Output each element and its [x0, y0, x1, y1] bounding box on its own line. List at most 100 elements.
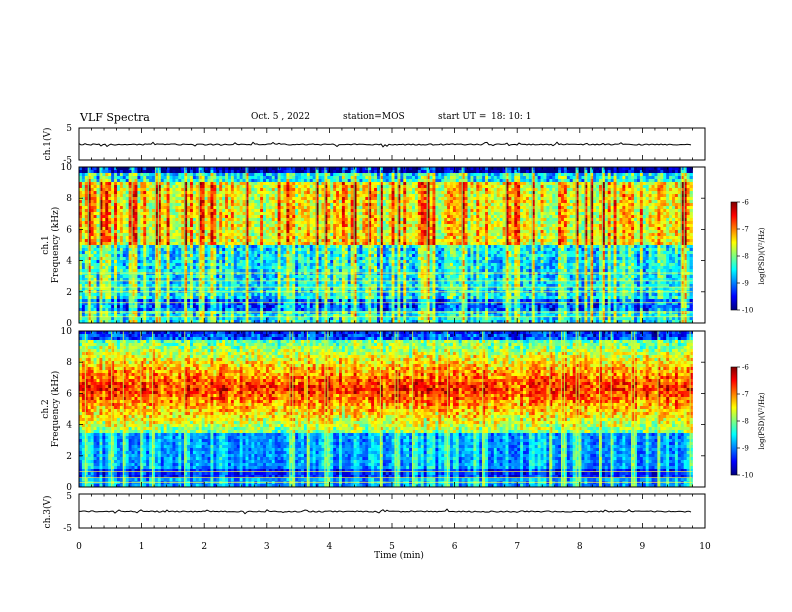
spectrogram-cell [135, 305, 138, 308]
spectrogram-cell [105, 272, 108, 275]
spectrogram-cell [146, 173, 149, 176]
spectrogram-cell [120, 242, 123, 245]
spectrogram-cell [82, 167, 85, 170]
waveform-line [79, 142, 691, 147]
spectrogram-cell [105, 236, 108, 239]
spectrogram-cell [120, 206, 123, 209]
spectrogram-cell [135, 197, 138, 200]
spectrogram-cell [137, 272, 140, 275]
spectrogram-cell [120, 215, 123, 218]
spectrogram-cell [170, 203, 173, 206]
spectrogram-cell [140, 227, 143, 230]
spectrogram-cell [143, 236, 146, 239]
spectrogram-cell [91, 203, 94, 206]
spectrogram-cell [105, 230, 108, 233]
spectrogram-cell [170, 239, 173, 242]
spectrogram-cell [120, 212, 123, 215]
ch1-waveform-trace [79, 142, 691, 147]
spectrogram-cell [94, 296, 97, 299]
spectrogram-cell [172, 251, 175, 254]
spectrogram-cell [143, 263, 146, 266]
spectrogram-cell [82, 275, 85, 278]
spectrogram-cell [111, 251, 114, 254]
spectrogram-cell [172, 317, 175, 320]
spectrogram-cell [175, 203, 178, 206]
spectrogram-cell [94, 224, 97, 227]
spectrogram-cell [167, 275, 170, 278]
spectrogram-cell [143, 272, 146, 275]
spectrogram-cell [108, 167, 111, 170]
spectrogram-cell [105, 251, 108, 254]
spectrogram-cell [102, 263, 105, 266]
spectrogram-cell [82, 224, 85, 227]
spectrogram-cell [82, 311, 85, 314]
spectrogram-cell [175, 167, 178, 170]
spectrogram-cell [97, 317, 100, 320]
spectrogram-cell [167, 296, 170, 299]
spectrogram-cell [172, 236, 175, 239]
spectrogram-cell [167, 254, 170, 257]
spectrogram-cell [91, 317, 94, 320]
spectrogram-cell [94, 215, 97, 218]
spectrogram-cell [170, 236, 173, 239]
spectrogram-cell [137, 317, 140, 320]
spectrogram-cell [117, 242, 120, 245]
spectrogram-cell [140, 218, 143, 221]
spectrogram-cell [172, 176, 175, 179]
spectrogram-cell [97, 233, 100, 236]
spectrogram-cell [135, 233, 138, 236]
spectrogram-cell [97, 188, 100, 191]
spectrogram-cell [126, 194, 129, 197]
spectrogram-cell [178, 179, 181, 182]
spectrogram-cell [114, 188, 117, 191]
spectrogram-cell [152, 182, 155, 185]
spectrogram-cell [175, 272, 178, 275]
spectrogram-cell [102, 230, 105, 233]
spectrogram-cell [170, 185, 173, 188]
spectrogram-cell [152, 257, 155, 260]
spectrogram-cell [82, 242, 85, 245]
spectrogram-cell [152, 191, 155, 194]
spectrogram-cell [167, 224, 170, 227]
spectrogram-cell [85, 200, 88, 203]
spectrogram-cell [152, 311, 155, 314]
spectrogram-cell [123, 179, 126, 182]
spectrogram-cell [152, 299, 155, 302]
spectrogram-cell [120, 188, 123, 191]
spectrogram-cell [152, 194, 155, 197]
spectrogram-cell [161, 242, 164, 245]
spectrogram-cell [120, 200, 123, 203]
spectrogram-cell [178, 209, 181, 212]
spectrogram-cell [129, 257, 132, 260]
spectrogram-cell [111, 275, 114, 278]
spectrogram-cell [120, 308, 123, 311]
spectrogram-cell [137, 296, 140, 299]
spectrogram-cell [152, 242, 155, 245]
spectrogram-cell [164, 206, 167, 209]
spectrogram-cell [102, 188, 105, 191]
spectrogram-cell [82, 272, 85, 275]
spectrogram-cell [114, 248, 117, 251]
spectrogram-cell [170, 179, 173, 182]
spectrogram-cell [91, 266, 94, 269]
spectrogram-cell [120, 176, 123, 179]
spectrogram-cell [152, 281, 155, 284]
spectrogram-cell [152, 245, 155, 248]
spectrogram-cell [120, 230, 123, 233]
spectrogram-cell [120, 194, 123, 197]
spectrogram-cell [102, 317, 105, 320]
spectrogram-cell [105, 173, 108, 176]
spectrogram-cell [167, 191, 170, 194]
spectrogram-cell [167, 179, 170, 182]
spectrogram-cell [167, 170, 170, 173]
spectrogram-cell [146, 230, 149, 233]
spectrogram-cell [137, 215, 140, 218]
spectrogram-cell [108, 293, 111, 296]
spectrogram-cell [175, 224, 178, 227]
spectrogram-cell [85, 254, 88, 257]
spectrogram-cell [85, 212, 88, 215]
spectrogram-cell [82, 188, 85, 191]
spectrogram-cell [114, 212, 117, 215]
spectrogram-cell [172, 200, 175, 203]
spectrogram-cell [91, 242, 94, 245]
